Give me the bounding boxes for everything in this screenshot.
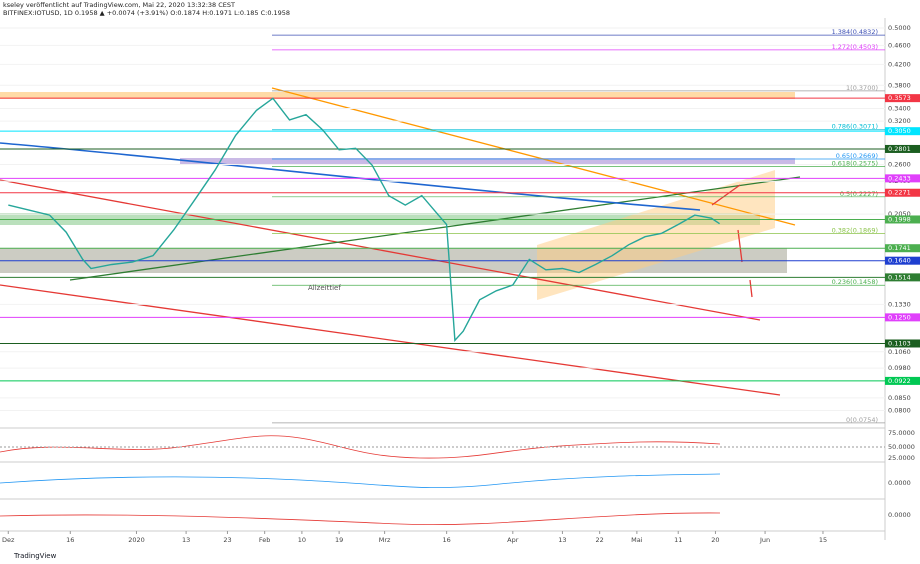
- footer: TradingView: [13, 552, 57, 560]
- osc-label: 0.0000: [888, 511, 911, 519]
- x-tick-label: Mrz: [379, 536, 391, 544]
- price-label: 0.1640: [888, 257, 911, 265]
- y-tick-label: 0.1060: [888, 348, 911, 356]
- fib-label: 1.384(0.4832): [832, 28, 878, 36]
- price-label: 0.1250: [888, 313, 911, 321]
- y-tick-label: 0.0800: [888, 407, 911, 415]
- macd-label: 0.0000: [888, 479, 911, 487]
- price-box: [885, 215, 920, 224]
- x-tick-label: 15: [819, 536, 827, 544]
- fib-label: 0.65(0.2669): [836, 152, 878, 160]
- fib-label: 0.382(0.1869): [832, 226, 878, 234]
- fib-label: 0.236(0.1458): [832, 278, 878, 286]
- x-tick-label: 16: [66, 536, 74, 544]
- osc-line: [0, 512, 721, 526]
- price-label: 0.3050: [888, 127, 911, 135]
- price-box: [885, 144, 920, 153]
- x-tick-label: Feb: [259, 536, 271, 544]
- fib-label: 0.5(0.2227): [840, 190, 878, 198]
- x-tick-label: 23: [223, 536, 231, 544]
- price-label: 0.0922: [888, 377, 911, 385]
- y-tick-label: 0.3200: [888, 117, 911, 125]
- price-label: 0.1741: [888, 244, 911, 252]
- price-box: [885, 244, 920, 253]
- fib-label: 1.272(0.4503): [832, 43, 878, 51]
- price-line: [8, 97, 720, 342]
- y-tick-label: 0.2050: [888, 210, 911, 218]
- price-label: 0.1514: [888, 273, 911, 281]
- fib-label: 0.618(0.2575): [832, 160, 878, 168]
- fib-label: 0.786(0.3071): [832, 123, 878, 131]
- price-box: [885, 94, 920, 103]
- price-label: 0.2433: [888, 174, 911, 182]
- x-tick-label: 13: [558, 536, 566, 544]
- x-tick-label: 13: [182, 536, 190, 544]
- price-box: [885, 127, 920, 136]
- zones: [0, 92, 795, 300]
- x-tick-label: 20: [711, 536, 719, 544]
- rsi-label: 25.0000: [888, 454, 915, 462]
- rsi-label: 50.0000: [888, 443, 915, 451]
- price-label: 0.1103: [888, 339, 911, 347]
- y-tick-label: 0.0980: [888, 364, 911, 372]
- annotation: Allzeittief: [308, 284, 341, 292]
- x-tick-label: 16: [442, 536, 450, 544]
- y-tick-label: 0.5000: [888, 24, 911, 32]
- x-tick-label: Jun: [759, 536, 770, 544]
- price-label: 0.2271: [888, 189, 911, 197]
- x-tick-label: Mai: [631, 536, 643, 544]
- x-tick-label: 2020: [128, 536, 145, 544]
- price-box: [885, 376, 920, 385]
- y-tick-label: 0.4600: [888, 41, 911, 49]
- x-tick-label: Apr: [507, 536, 519, 544]
- author: kseley veröffentlicht auf TradingView.co…: [3, 1, 235, 9]
- rsi-label: 75.0000: [888, 429, 915, 437]
- y-tick-label: 0.3800: [888, 81, 911, 89]
- x-tick-label: 22: [596, 536, 604, 544]
- macd-line: [0, 473, 721, 489]
- fib-label: 1(0.3700): [846, 84, 878, 92]
- y-tick-label: 0.3400: [888, 105, 911, 113]
- x-tick-label: Dez: [2, 536, 15, 544]
- y-tick-label: 0.1330: [888, 300, 911, 308]
- price-label: 0.1998: [888, 215, 911, 223]
- x-tick-label: 11: [674, 536, 682, 544]
- price-box: [885, 188, 920, 197]
- y-tick-label: 0.4200: [888, 60, 911, 68]
- symbol-info: BITFINEX:IOTUSD, 1D 0.1958 ▲ +0.0074 (+3…: [3, 9, 290, 17]
- rsi-line: [0, 435, 721, 459]
- trendlines: [0, 87, 801, 396]
- price-box: [885, 273, 920, 282]
- price-box: [885, 339, 920, 348]
- x-tick-label: 10: [298, 536, 306, 544]
- price-box: [885, 256, 920, 265]
- price-box: [885, 174, 920, 183]
- y-tick-label: 0.0850: [888, 394, 911, 402]
- price-box: [885, 313, 920, 322]
- fib-label: 0(0.0754): [846, 416, 878, 424]
- price-label: 0.2801: [888, 145, 911, 153]
- price-label: 0.3573: [888, 94, 911, 102]
- y-tick-label: 0.2600: [888, 160, 911, 168]
- x-tick-label: 19: [335, 536, 343, 544]
